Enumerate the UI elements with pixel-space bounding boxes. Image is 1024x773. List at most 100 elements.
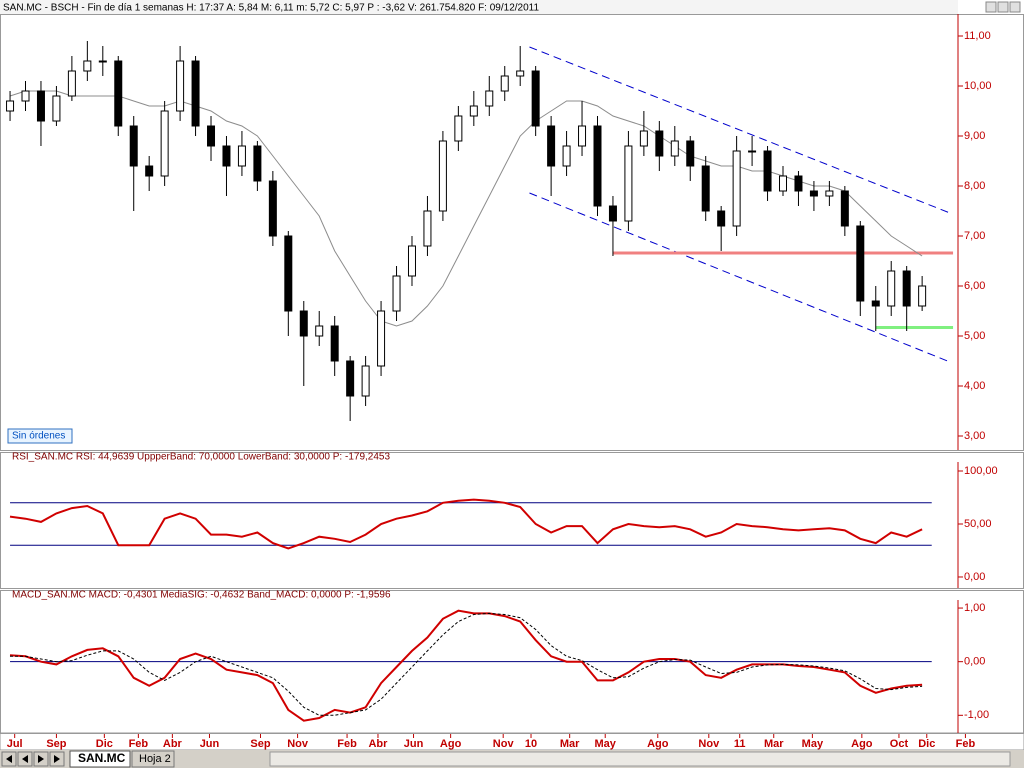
candle-body bbox=[114, 60, 123, 127]
candle-body bbox=[871, 300, 880, 307]
y-tick-label: 11,00 bbox=[964, 30, 991, 42]
x-tick-label: 10 bbox=[525, 738, 537, 750]
candle-body bbox=[361, 365, 370, 397]
tab-label: SAN.MC bbox=[78, 751, 126, 765]
candle-body bbox=[701, 165, 710, 212]
candle-body bbox=[52, 95, 61, 122]
candle-body bbox=[717, 210, 726, 227]
panel-title: MACD_SAN.MC MACD: -0,4301 MediaSIG: -0,4… bbox=[12, 590, 391, 601]
candle-body bbox=[284, 235, 293, 312]
candle-body bbox=[237, 145, 246, 167]
candle-body bbox=[6, 100, 15, 112]
nav-buttons[interactable] bbox=[1, 751, 65, 767]
status-box bbox=[7, 428, 73, 444]
candle-body bbox=[268, 180, 277, 237]
candle-body bbox=[639, 130, 648, 147]
annotation-line bbox=[529, 192, 951, 363]
candle-body bbox=[578, 125, 587, 147]
candle-body bbox=[608, 205, 617, 222]
status-text: Sin órdenes bbox=[12, 431, 65, 442]
candle-body bbox=[779, 175, 788, 192]
tab-label: Hoja 2 bbox=[139, 753, 171, 765]
candle-body bbox=[36, 90, 45, 122]
window-controls[interactable] bbox=[985, 1, 1021, 13]
y-tick-label: 0,00 bbox=[964, 571, 985, 583]
x-tick-label: May bbox=[802, 738, 824, 750]
candle-body bbox=[67, 70, 76, 97]
close-button[interactable] bbox=[1009, 1, 1021, 13]
y-tick-label: 1,00 bbox=[964, 602, 985, 614]
candle-body bbox=[207, 125, 216, 147]
candle-body bbox=[392, 275, 401, 312]
candle-body bbox=[593, 125, 602, 207]
tab[interactable] bbox=[131, 750, 175, 768]
candle-body bbox=[748, 150, 757, 153]
y-tick-label: 100,00 bbox=[964, 465, 998, 477]
x-tick-label: Ago bbox=[851, 738, 873, 750]
candle-body bbox=[423, 210, 432, 247]
candle-body bbox=[454, 115, 463, 142]
panel-title: RSI_SAN.MC RSI: 44,9639 UppperBand: 70,0… bbox=[12, 452, 390, 463]
y-tick-label: 8,00 bbox=[964, 180, 985, 192]
x-tick-label: Sep bbox=[46, 738, 66, 750]
x-tick-label: Dic bbox=[918, 738, 935, 750]
x-tick-label: Nov bbox=[287, 738, 309, 750]
x-tick-label: 11 bbox=[734, 738, 746, 750]
scrollbar[interactable] bbox=[269, 751, 1011, 767]
maximize-button[interactable] bbox=[997, 1, 1009, 13]
candle-body bbox=[160, 110, 169, 177]
series-line bbox=[9, 498, 923, 550]
y-tick-label: 9,00 bbox=[964, 130, 985, 142]
candle-body bbox=[299, 310, 308, 337]
candle-body bbox=[547, 125, 556, 167]
x-tick-label: May bbox=[595, 738, 617, 750]
candle-body bbox=[83, 60, 92, 72]
x-tick-label: Jun bbox=[200, 738, 220, 750]
y-tick-label: 3,00 bbox=[964, 430, 985, 442]
candle-body bbox=[918, 285, 927, 307]
x-tick-label: Feb bbox=[129, 738, 149, 750]
candle-body bbox=[732, 150, 741, 227]
candle-body bbox=[763, 150, 772, 192]
x-tick-label: Feb bbox=[956, 738, 976, 750]
candle-body bbox=[145, 165, 154, 177]
x-tick-label: Oct bbox=[890, 738, 909, 750]
candle-body bbox=[438, 140, 447, 212]
candle-body bbox=[253, 145, 262, 182]
y-tick-label: 10,00 bbox=[964, 80, 992, 92]
x-tick-label: Ago bbox=[647, 738, 669, 750]
x-tick-label: Nov bbox=[698, 738, 720, 750]
y-tick-label: 0,00 bbox=[964, 656, 985, 668]
candle-body bbox=[809, 190, 818, 197]
x-tick-label: Dic bbox=[96, 738, 113, 750]
window-header: SAN.MC - BSCH - Fin de día 1 semanas H: … bbox=[3, 3, 539, 14]
x-tick-label: Jun bbox=[404, 738, 424, 750]
candle-body bbox=[176, 60, 185, 112]
y-tick-label: 5,00 bbox=[964, 330, 985, 342]
candle-body bbox=[531, 70, 540, 127]
candle-body bbox=[856, 225, 865, 302]
candle-body bbox=[516, 70, 525, 77]
y-tick-label: 6,00 bbox=[964, 280, 985, 292]
minimize-button[interactable] bbox=[985, 1, 997, 13]
candle-body bbox=[21, 90, 30, 102]
tab-active[interactable] bbox=[69, 750, 131, 768]
x-tick-label: Mar bbox=[764, 738, 784, 750]
candle-body bbox=[655, 130, 664, 157]
candle-body bbox=[670, 140, 679, 157]
candle-body bbox=[562, 145, 571, 167]
y-tick-label: 50,00 bbox=[964, 518, 992, 530]
x-tick-label: Ago bbox=[440, 738, 462, 750]
x-tick-label: Abr bbox=[163, 738, 183, 750]
title-strip bbox=[0, 0, 958, 14]
x-tick-label: Abr bbox=[368, 738, 388, 750]
candle-body bbox=[624, 145, 633, 222]
nav-arrows bbox=[6, 755, 60, 763]
candle-body bbox=[794, 175, 803, 192]
annotation-line bbox=[529, 46, 951, 214]
x-tick-label: Sep bbox=[250, 738, 270, 750]
candle-body bbox=[887, 270, 896, 307]
candle-body bbox=[129, 125, 138, 167]
